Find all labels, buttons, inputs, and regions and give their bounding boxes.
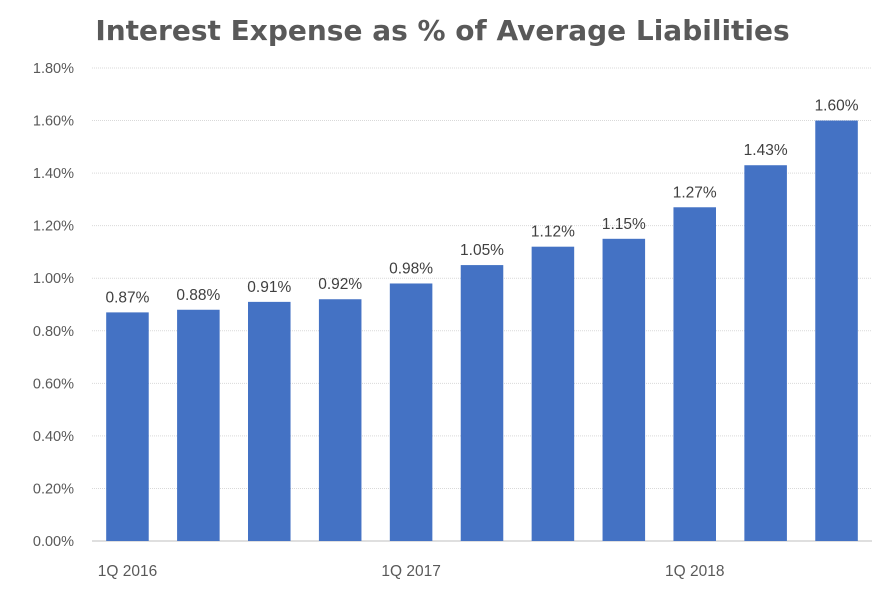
- bar: [389, 283, 433, 541]
- data-label: 0.92%: [318, 276, 362, 293]
- data-label: 1.27%: [673, 184, 717, 201]
- x-tick-label: 1Q 2018: [665, 563, 724, 580]
- bar: [106, 312, 149, 541]
- y-tick-label: 0.20%: [33, 481, 74, 497]
- bar: [602, 238, 646, 542]
- bar: [815, 120, 858, 542]
- data-label: 1.05%: [460, 242, 504, 259]
- bar: [531, 246, 575, 541]
- data-label: 1.60%: [815, 98, 859, 115]
- y-tick-label: 1.80%: [33, 61, 74, 77]
- data-label: 1.15%: [602, 216, 646, 233]
- data-label: 0.91%: [247, 279, 291, 296]
- data-label: 1.12%: [531, 224, 575, 241]
- y-tick-label: 0.80%: [33, 324, 74, 340]
- x-tick-label: 1Q 2017: [381, 563, 440, 580]
- data-label: 1.43%: [744, 142, 788, 159]
- x-tick-label: 1Q 2016: [98, 563, 157, 580]
- bar: [177, 309, 220, 541]
- data-label: 0.88%: [176, 287, 220, 304]
- y-tick-label: 1.40%: [33, 166, 74, 182]
- y-tick-label: 0.60%: [33, 376, 74, 392]
- bar: [673, 207, 716, 541]
- y-tick-label: 1.60%: [33, 114, 74, 130]
- data-label: 0.87%: [105, 289, 149, 306]
- y-tick-label: 0.00%: [33, 534, 74, 550]
- bar: [248, 301, 291, 541]
- chart-title: Interest Expense as % of Average Liabili…: [95, 14, 790, 47]
- bar: [744, 165, 787, 541]
- y-tick-label: 1.00%: [33, 271, 74, 287]
- y-tick-label: 0.40%: [33, 429, 74, 445]
- data-label: 0.98%: [389, 260, 433, 277]
- y-tick-label: 1.20%: [33, 219, 74, 235]
- bar: [460, 265, 504, 541]
- bar: [318, 299, 362, 541]
